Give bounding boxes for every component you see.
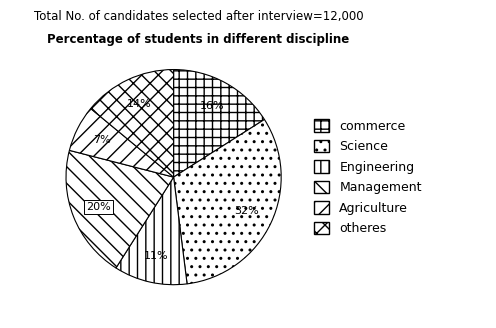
Wedge shape [66,150,174,268]
Wedge shape [69,109,174,177]
Wedge shape [174,70,264,177]
Legend: commerce, Science, Engineering, Management, Agriculture, otheres: commerce, Science, Engineering, Manageme… [314,119,422,235]
Text: Percentage of students in different discipline: Percentage of students in different disc… [47,33,350,46]
Text: Total No. of candidates selected after interview=12,000: Total No. of candidates selected after i… [34,10,363,23]
Text: 16%: 16% [200,101,225,112]
Text: 7%: 7% [93,135,111,146]
Text: 11%: 11% [144,251,168,261]
Wedge shape [116,177,187,285]
Text: 14%: 14% [127,99,152,109]
Wedge shape [91,70,174,177]
Text: 20%: 20% [86,202,111,212]
Wedge shape [174,119,281,284]
Text: 32%: 32% [234,206,259,216]
